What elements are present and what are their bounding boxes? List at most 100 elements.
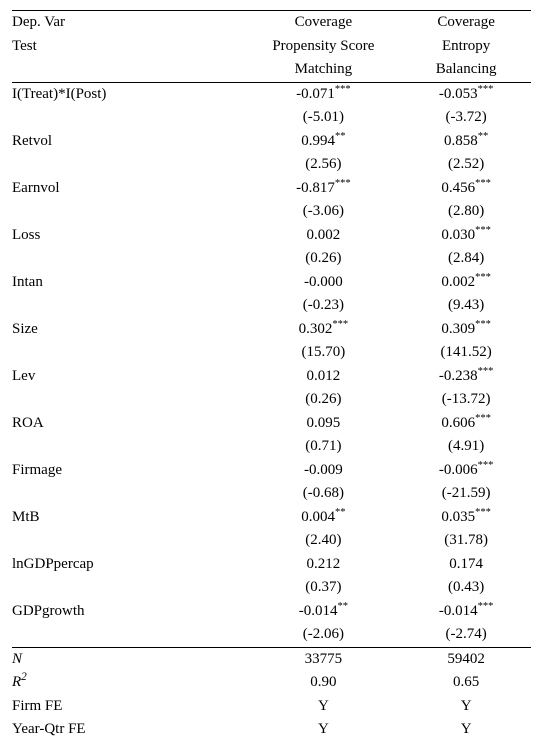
tstat-c1: (0.37) xyxy=(246,576,402,600)
blank xyxy=(12,482,246,506)
sig-stars: *** xyxy=(332,319,348,330)
tstat-row: (-0.68)(-21.59) xyxy=(12,482,531,506)
footer-n-c2: 59402 xyxy=(401,648,531,672)
coef-row: GDPgrowth-0.014**-0.014*** xyxy=(12,600,531,624)
tstat-c2: (-3.72) xyxy=(401,106,531,130)
r2-prefix: R xyxy=(12,674,21,690)
header-test: Test xyxy=(12,35,246,59)
blank xyxy=(12,153,246,177)
sig-stars: *** xyxy=(335,178,351,189)
var-label: lnGDPpercap xyxy=(12,553,246,577)
tstat-c2: (4.91) xyxy=(401,435,531,459)
sig-stars: *** xyxy=(478,601,494,612)
header-col1-l1: Coverage xyxy=(246,11,402,35)
var-label: Lev xyxy=(12,365,246,389)
blank xyxy=(12,435,246,459)
var-label: Size xyxy=(12,318,246,342)
coef-row: Retvol0.994**0.858** xyxy=(12,130,531,154)
footer-r2-c1: 0.90 xyxy=(246,671,402,695)
var-label: Earnvol xyxy=(12,177,246,201)
sig-stars: *** xyxy=(478,460,494,471)
coef-row: ROA0.0950.606*** xyxy=(12,412,531,436)
sig-stars: ** xyxy=(335,131,346,142)
tstat-row: (2.56)(2.52) xyxy=(12,153,531,177)
tstat-c1: (2.56) xyxy=(246,153,402,177)
blank xyxy=(12,341,246,365)
coef-c1: 0.302*** xyxy=(246,318,402,342)
footer-n-label: N xyxy=(12,648,246,672)
var-label: Retvol xyxy=(12,130,246,154)
coef-c2: 0.174 xyxy=(401,553,531,577)
tstat-row: (-2.06)(-2.74) xyxy=(12,623,531,647)
tstat-row: (0.37)(0.43) xyxy=(12,576,531,600)
sig-stars: ** xyxy=(478,131,489,142)
footer-r2-label: R2 xyxy=(12,671,246,695)
coef-c1: 0.002 xyxy=(246,224,402,248)
coef-c1: -0.000 xyxy=(246,271,402,295)
var-label: Loss xyxy=(12,224,246,248)
sig-stars: *** xyxy=(475,178,491,189)
tstat-c2: (2.52) xyxy=(401,153,531,177)
tstat-c1: (0.71) xyxy=(246,435,402,459)
coef-c2: 0.309*** xyxy=(401,318,531,342)
tstat-c2: (-13.72) xyxy=(401,388,531,412)
tstat-c2: (-21.59) xyxy=(401,482,531,506)
header-col1-l2: Propensity Score xyxy=(246,35,402,59)
coef-c1: 0.994** xyxy=(246,130,402,154)
coef-c1: 0.012 xyxy=(246,365,402,389)
tstat-c1: (-0.68) xyxy=(246,482,402,506)
tstat-c2: (31.78) xyxy=(401,529,531,553)
tstat-row: (0.26)(-13.72) xyxy=(12,388,531,412)
blank xyxy=(12,106,246,130)
tstat-c1: (0.26) xyxy=(246,247,402,271)
coef-row: Earnvol-0.817***0.456*** xyxy=(12,177,531,201)
tstat-c2: (141.52) xyxy=(401,341,531,365)
coef-c2: 0.456*** xyxy=(401,177,531,201)
footer-firmfe-c2: Y xyxy=(401,695,531,719)
var-label: ROA xyxy=(12,412,246,436)
tstat-row: (-5.01)(-3.72) xyxy=(12,106,531,130)
footer-firmfe-c1: Y xyxy=(246,695,402,719)
coef-c2: 0.858** xyxy=(401,130,531,154)
header-col2-l2: Entropy xyxy=(401,35,531,59)
sig-stars: ** xyxy=(335,507,346,518)
sig-stars: *** xyxy=(475,272,491,283)
coef-row: I(Treat)*I(Post)-0.071***-0.053*** xyxy=(12,83,531,107)
coef-c1: 0.004** xyxy=(246,506,402,530)
footer-firmfe-label: Firm FE xyxy=(12,695,246,719)
footer-yqfe-c2: Y xyxy=(401,718,531,742)
tstat-c1: (-2.06) xyxy=(246,623,402,647)
tstat-c2: (0.43) xyxy=(401,576,531,600)
tstat-c2: (2.80) xyxy=(401,200,531,224)
coef-row: Intan-0.0000.002*** xyxy=(12,271,531,295)
tstat-row: (2.40)(31.78) xyxy=(12,529,531,553)
coef-c1: 0.095 xyxy=(246,412,402,436)
coef-c2: 0.035*** xyxy=(401,506,531,530)
header-col1-l3: Matching xyxy=(246,58,402,82)
sig-stars: *** xyxy=(475,413,491,424)
var-label: Firmage xyxy=(12,459,246,483)
header-blank xyxy=(12,58,246,82)
tstat-c1: (15.70) xyxy=(246,341,402,365)
footer-r2-c2: 0.65 xyxy=(401,671,531,695)
coef-row: MtB0.004**0.035*** xyxy=(12,506,531,530)
coef-row: Firmage-0.009-0.006*** xyxy=(12,459,531,483)
tstat-row: (15.70)(141.52) xyxy=(12,341,531,365)
tstat-row: (0.71)(4.91) xyxy=(12,435,531,459)
var-label: GDPgrowth xyxy=(12,600,246,624)
coef-c1: -0.817*** xyxy=(246,177,402,201)
blank xyxy=(12,529,246,553)
sig-stars: *** xyxy=(335,84,351,95)
blank xyxy=(12,388,246,412)
blank xyxy=(12,294,246,318)
sig-stars: *** xyxy=(475,507,491,518)
tstat-row: (-3.06)(2.80) xyxy=(12,200,531,224)
coef-row: lnGDPpercap0.2120.174 xyxy=(12,553,531,577)
coef-rows: I(Treat)*I(Post)-0.071***-0.053***(-5.01… xyxy=(12,83,531,648)
coef-row: Loss0.0020.030*** xyxy=(12,224,531,248)
sig-stars: *** xyxy=(475,319,491,330)
blank xyxy=(12,623,246,647)
var-label: Intan xyxy=(12,271,246,295)
coef-c2: -0.238*** xyxy=(401,365,531,389)
coef-c1: -0.009 xyxy=(246,459,402,483)
